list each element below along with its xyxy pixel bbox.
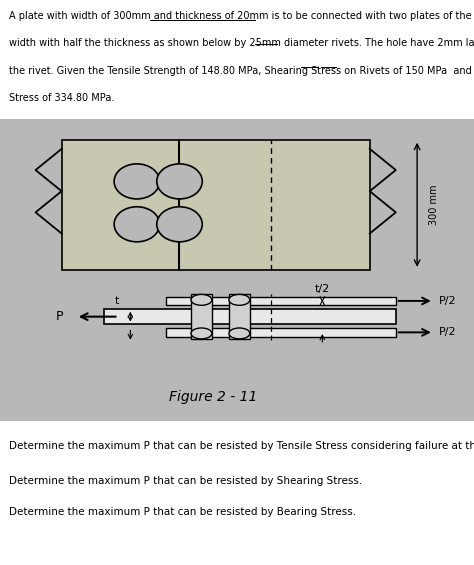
Ellipse shape: [191, 328, 212, 339]
Text: Stress of 334.80 MPa.: Stress of 334.80 MPa.: [9, 93, 115, 103]
Ellipse shape: [229, 294, 250, 305]
Bar: [191, 294, 212, 339]
Ellipse shape: [191, 294, 212, 305]
Text: P: P: [55, 310, 63, 323]
Text: width with half the thickness as shown below by 25mm diameter rivets. The hole h: width with half the thickness as shown b…: [9, 38, 474, 49]
Text: t/2: t/2: [315, 284, 330, 294]
Text: P/2: P/2: [438, 327, 456, 337]
Text: Determine the maximum P that can be resisted by Bearing Stress.: Determine the maximum P that can be resi…: [9, 507, 356, 518]
Bar: [62, 140, 370, 270]
Bar: [229, 294, 250, 339]
Ellipse shape: [229, 328, 250, 339]
Bar: [104, 309, 396, 324]
Text: Determine the maximum P that can be resisted by Tensile Stress considering failu: Determine the maximum P that can be resi…: [9, 441, 474, 451]
Ellipse shape: [114, 164, 160, 199]
Bar: [166, 328, 396, 337]
Text: P/2: P/2: [438, 296, 456, 306]
Ellipse shape: [114, 207, 160, 242]
Ellipse shape: [157, 207, 202, 242]
Text: Figure 2 - 11: Figure 2 - 11: [169, 390, 257, 404]
Text: 300 mm: 300 mm: [428, 185, 439, 225]
Text: A plate with width of 300mm and thickness of 20mm is to be connected with two pl: A plate with width of 300mm and thicknes…: [9, 11, 474, 21]
Ellipse shape: [157, 164, 202, 199]
Bar: [166, 297, 396, 305]
Text: the rivet. Given the Tensile Strength of 148.80 MPa, Shearing Stress on Rivets o: the rivet. Given the Tensile Strength of…: [9, 66, 474, 76]
Text: Determine the maximum P that can be resisted by Shearing Stress.: Determine the maximum P that can be resi…: [9, 476, 363, 486]
Text: t: t: [115, 297, 119, 306]
